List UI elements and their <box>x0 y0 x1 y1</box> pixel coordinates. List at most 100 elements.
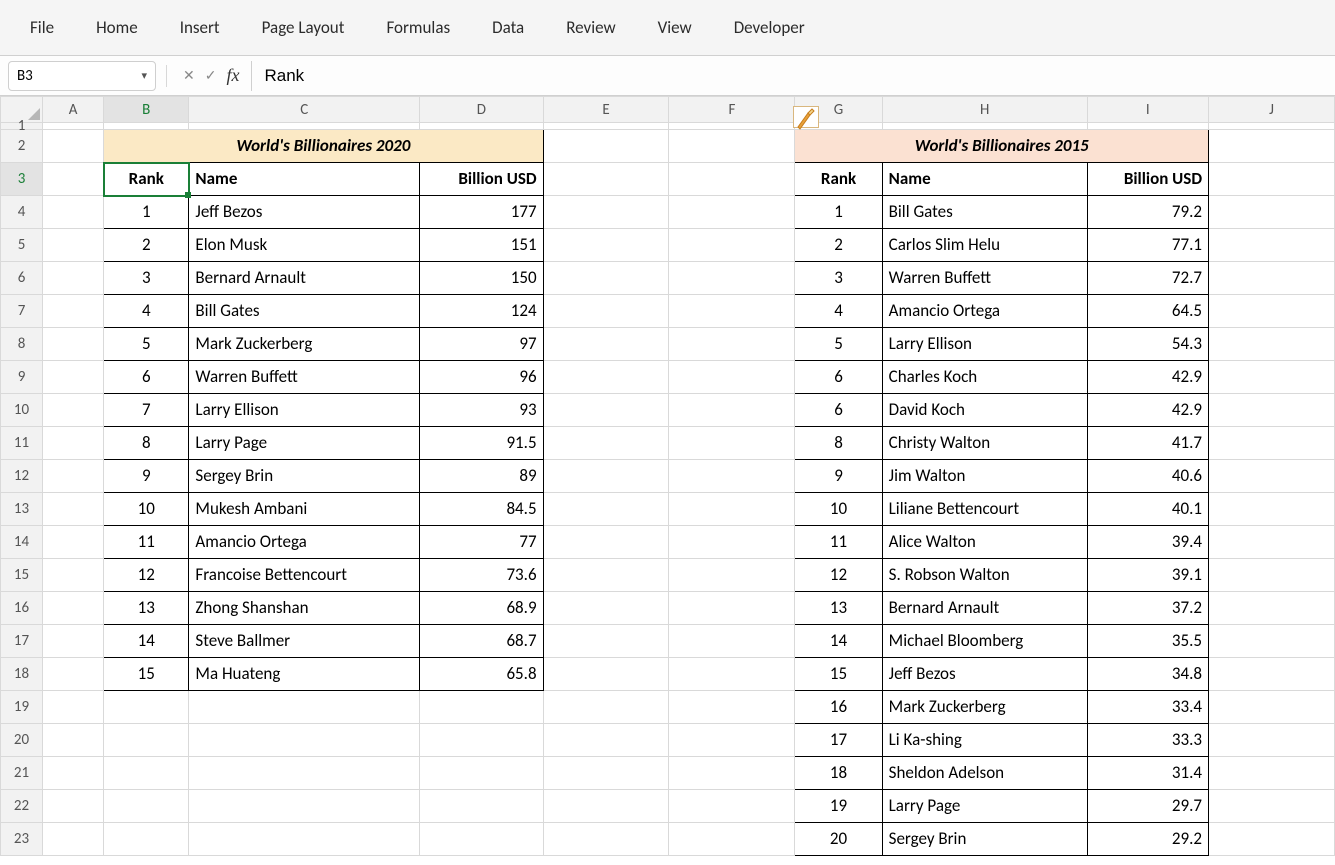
cell-A13[interactable] <box>43 493 104 526</box>
cell-F5[interactable] <box>669 229 795 262</box>
cell-C23[interactable] <box>189 823 420 856</box>
cell-H17[interactable]: Michael Bloomberg <box>882 625 1087 658</box>
cell-E10[interactable] <box>543 394 669 427</box>
cell-F2[interactable] <box>669 130 795 163</box>
cell-B19[interactable] <box>104 691 189 724</box>
cell-C5[interactable]: Elon Musk <box>189 229 420 262</box>
cell-D17[interactable]: 68.7 <box>420 625 543 658</box>
cell-G8[interactable]: 5 <box>795 328 882 361</box>
cell-J20[interactable] <box>1209 724 1335 757</box>
cell-C17[interactable]: Steve Ballmer <box>189 625 420 658</box>
col-header-I[interactable]: I <box>1087 97 1208 123</box>
cell-A10[interactable] <box>43 394 104 427</box>
cell-C3[interactable]: Name <box>189 163 420 196</box>
chevron-down-icon[interactable]: ▾ <box>141 69 147 82</box>
cell-H10[interactable]: David Koch <box>882 394 1087 427</box>
cell-F23[interactable] <box>669 823 795 856</box>
cell-J23[interactable] <box>1209 823 1335 856</box>
cell-G11[interactable]: 8 <box>795 427 882 460</box>
cell-I9[interactable]: 42.9 <box>1087 361 1208 394</box>
cell-H13[interactable]: Liliane Bettencourt <box>882 493 1087 526</box>
row-header-14[interactable]: 14 <box>1 526 43 559</box>
cell-J16[interactable] <box>1209 592 1335 625</box>
cell-E2[interactable] <box>543 130 669 163</box>
cell-E22[interactable] <box>543 790 669 823</box>
cell-G20[interactable]: 17 <box>795 724 882 757</box>
cell-A7[interactable] <box>43 295 104 328</box>
cell-F12[interactable] <box>669 460 795 493</box>
cell-D10[interactable]: 93 <box>420 394 543 427</box>
cell-I19[interactable]: 33.4 <box>1087 691 1208 724</box>
cell-H1[interactable] <box>882 123 1087 130</box>
cell-B20[interactable] <box>104 724 189 757</box>
cell-F15[interactable] <box>669 559 795 592</box>
cell-B13[interactable]: 10 <box>104 493 189 526</box>
cell-F7[interactable] <box>669 295 795 328</box>
cell-A11[interactable] <box>43 427 104 460</box>
cell-A16[interactable] <box>43 592 104 625</box>
cell-F3[interactable] <box>669 163 795 196</box>
cell-I5[interactable]: 77.1 <box>1087 229 1208 262</box>
cell-I18[interactable]: 34.8 <box>1087 658 1208 691</box>
cell-G12[interactable]: 9 <box>795 460 882 493</box>
cell-A9[interactable] <box>43 361 104 394</box>
cell-H5[interactable]: Carlos Slim Helu <box>882 229 1087 262</box>
cell-C9[interactable]: Warren Buffett <box>189 361 420 394</box>
cell-A3[interactable] <box>43 163 104 196</box>
cell-A4[interactable] <box>43 196 104 229</box>
cell-J14[interactable] <box>1209 526 1335 559</box>
cell-F10[interactable] <box>669 394 795 427</box>
cell-B23[interactable] <box>104 823 189 856</box>
cell-D21[interactable] <box>420 757 543 790</box>
cell-B16[interactable]: 13 <box>104 592 189 625</box>
row-header-15[interactable]: 15 <box>1 559 43 592</box>
cell-C13[interactable]: Mukesh Ambani <box>189 493 420 526</box>
cell-F9[interactable] <box>669 361 795 394</box>
cell-J6[interactable] <box>1209 262 1335 295</box>
cell-I10[interactable]: 42.9 <box>1087 394 1208 427</box>
enter-icon[interactable]: ✓ <box>205 67 217 84</box>
cell-D16[interactable]: 68.9 <box>420 592 543 625</box>
cell-I21[interactable]: 31.4 <box>1087 757 1208 790</box>
cell-B1[interactable] <box>104 123 189 130</box>
spreadsheet-grid[interactable]: ABCDEFGHIJ12World's Billionaires 2020Wor… <box>0 96 1335 865</box>
cell-C14[interactable]: Amancio Ortega <box>189 526 420 559</box>
cell-H6[interactable]: Warren Buffett <box>882 262 1087 295</box>
row-header-8[interactable]: 8 <box>1 328 43 361</box>
cell-F20[interactable] <box>669 724 795 757</box>
cell-E23[interactable] <box>543 823 669 856</box>
cancel-icon[interactable]: ✕ <box>183 67 195 84</box>
cell-J3[interactable] <box>1209 163 1335 196</box>
cell-B10[interactable]: 7 <box>104 394 189 427</box>
cell-H15[interactable]: S. Robson Walton <box>882 559 1087 592</box>
cell-I11[interactable]: 41.7 <box>1087 427 1208 460</box>
cell-E7[interactable] <box>543 295 669 328</box>
ribbon-formulas[interactable]: Formulas <box>386 17 450 38</box>
cell-D15[interactable]: 73.6 <box>420 559 543 592</box>
cell-C15[interactable]: Francoise Bettencourt <box>189 559 420 592</box>
col-header-F[interactable]: F <box>669 97 795 123</box>
cell-I3[interactable]: Billion USD <box>1087 163 1208 196</box>
cell-D11[interactable]: 91.5 <box>420 427 543 460</box>
cell-J17[interactable] <box>1209 625 1335 658</box>
cell-B22[interactable] <box>104 790 189 823</box>
cell-D9[interactable]: 96 <box>420 361 543 394</box>
cell-B4[interactable]: 1 <box>104 196 189 229</box>
cell-E3[interactable] <box>543 163 669 196</box>
cell-J5[interactable] <box>1209 229 1335 262</box>
cell-J18[interactable] <box>1209 658 1335 691</box>
cell-B18[interactable]: 15 <box>104 658 189 691</box>
cell-B14[interactable]: 11 <box>104 526 189 559</box>
cell-C12[interactable]: Sergey Brin <box>189 460 420 493</box>
cell-H3[interactable]: Name <box>882 163 1087 196</box>
cell-C21[interactable] <box>189 757 420 790</box>
cell-F16[interactable] <box>669 592 795 625</box>
cell-G19[interactable]: 16 <box>795 691 882 724</box>
cell-I14[interactable]: 39.4 <box>1087 526 1208 559</box>
row-header-17[interactable]: 17 <box>1 625 43 658</box>
col-header-D[interactable]: D <box>420 97 543 123</box>
cell-H21[interactable]: Sheldon Adelson <box>882 757 1087 790</box>
cell-G22[interactable]: 19 <box>795 790 882 823</box>
cell-F22[interactable] <box>669 790 795 823</box>
col-header-B[interactable]: B <box>104 97 189 123</box>
